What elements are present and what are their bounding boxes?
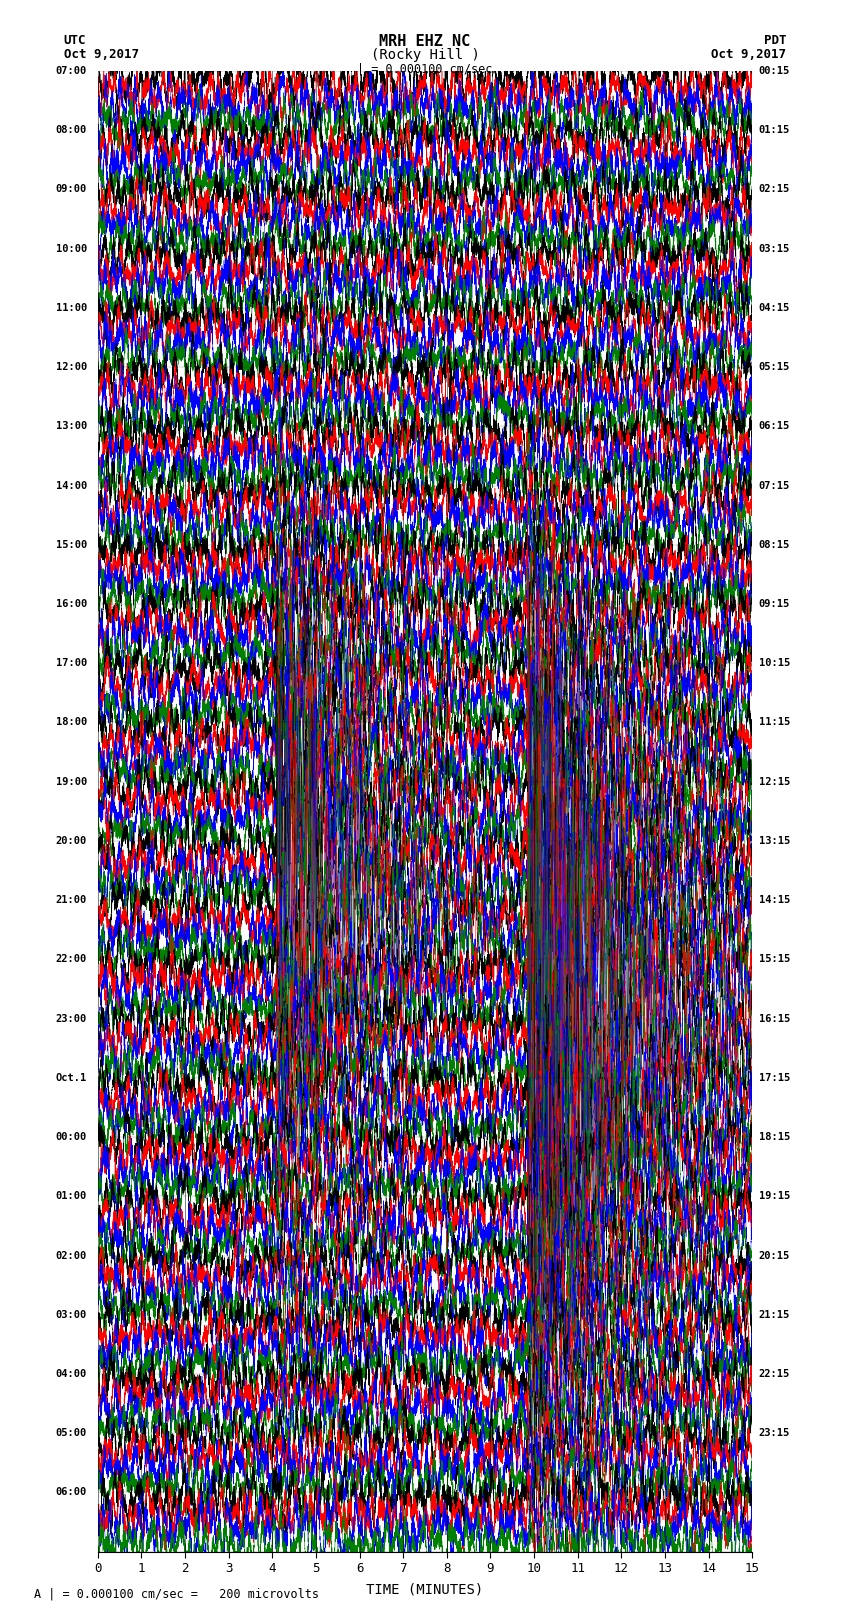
Bar [98,189,752,248]
Bar [98,1492,752,1552]
Text: A | = 0.000100 cm/sec =   200 microvolts: A | = 0.000100 cm/sec = 200 microvolts [34,1587,319,1600]
Text: 15:00: 15:00 [55,540,87,550]
Text: 11:15: 11:15 [759,718,790,727]
Text: 05:00: 05:00 [55,1428,87,1439]
Text: 03:15: 03:15 [759,244,790,253]
Text: 21:00: 21:00 [55,895,87,905]
Text: 04:00: 04:00 [55,1369,87,1379]
Bar [98,1374,752,1434]
Text: 08:15: 08:15 [759,540,790,550]
Text: 18:00: 18:00 [55,718,87,727]
Text: 06:15: 06:15 [759,421,790,431]
Text: 21:15: 21:15 [759,1310,790,1319]
Bar [98,545,752,603]
Text: 10:15: 10:15 [759,658,790,668]
Text: UTC: UTC [64,34,86,47]
Text: 09:15: 09:15 [759,598,790,610]
Text: 07:00: 07:00 [55,66,87,76]
Text: 12:00: 12:00 [55,363,87,373]
Text: 16:15: 16:15 [759,1013,790,1024]
Text: 03:00: 03:00 [55,1310,87,1319]
Bar [98,782,752,840]
Text: 23:00: 23:00 [55,1013,87,1024]
Text: 00:15: 00:15 [759,66,790,76]
Text: | = 0.000100 cm/sec: | = 0.000100 cm/sec [357,63,493,76]
Text: 22:15: 22:15 [759,1369,790,1379]
Text: 02:00: 02:00 [55,1250,87,1260]
Text: 22:00: 22:00 [55,955,87,965]
Bar [98,900,752,960]
Text: 13:00: 13:00 [55,421,87,431]
Text: 07:15: 07:15 [759,481,790,490]
Text: 10:00: 10:00 [55,244,87,253]
Text: 04:15: 04:15 [759,303,790,313]
Text: 02:15: 02:15 [759,184,790,195]
Bar [98,1255,752,1315]
Text: 15:15: 15:15 [759,955,790,965]
Text: Oct 9,2017: Oct 9,2017 [64,48,139,61]
Text: 19:00: 19:00 [55,777,87,787]
Text: 09:00: 09:00 [55,184,87,195]
Text: 18:15: 18:15 [759,1132,790,1142]
Text: 06:00: 06:00 [55,1487,87,1497]
Text: Oct 9,2017: Oct 9,2017 [711,48,786,61]
Text: 16:00: 16:00 [55,598,87,610]
Text: 01:00: 01:00 [55,1192,87,1202]
X-axis label: TIME (MINUTES): TIME (MINUTES) [366,1582,484,1597]
Text: MRH EHZ NC: MRH EHZ NC [379,34,471,48]
Text: 17:15: 17:15 [759,1073,790,1082]
Text: 00:00: 00:00 [55,1132,87,1142]
Text: PDT: PDT [764,34,786,47]
Text: 17:00: 17:00 [55,658,87,668]
Bar [98,663,752,723]
Bar [98,1019,752,1077]
Text: 13:15: 13:15 [759,836,790,845]
Bar [98,1137,752,1197]
Text: 20:00: 20:00 [55,836,87,845]
Text: 14:00: 14:00 [55,481,87,490]
Text: 01:15: 01:15 [759,126,790,135]
Text: 20:15: 20:15 [759,1250,790,1260]
Text: 05:15: 05:15 [759,363,790,373]
Text: (Rocky Hill ): (Rocky Hill ) [371,48,479,63]
Text: 23:15: 23:15 [759,1428,790,1439]
Text: Oct.1: Oct.1 [55,1073,87,1082]
Bar [98,308,752,368]
Text: 11:00: 11:00 [55,303,87,313]
Bar [98,426,752,486]
Text: 14:15: 14:15 [759,895,790,905]
Text: 08:00: 08:00 [55,126,87,135]
Text: 12:15: 12:15 [759,777,790,787]
Text: 19:15: 19:15 [759,1192,790,1202]
Bar [98,71,752,131]
